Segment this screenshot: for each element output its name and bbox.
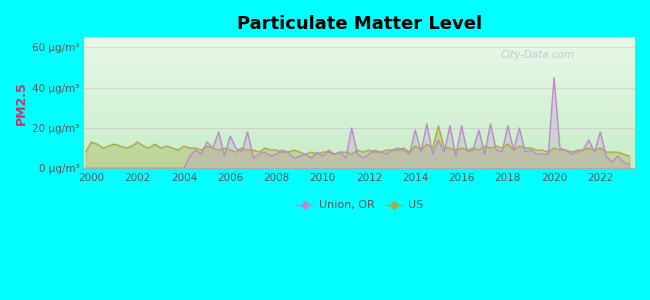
- Y-axis label: PM2.5: PM2.5: [15, 81, 28, 124]
- Title: Particulate Matter Level: Particulate Matter Level: [237, 15, 482, 33]
- Legend: Union, OR, US: Union, OR, US: [292, 196, 428, 215]
- Text: City-Data.com: City-Data.com: [500, 50, 575, 60]
